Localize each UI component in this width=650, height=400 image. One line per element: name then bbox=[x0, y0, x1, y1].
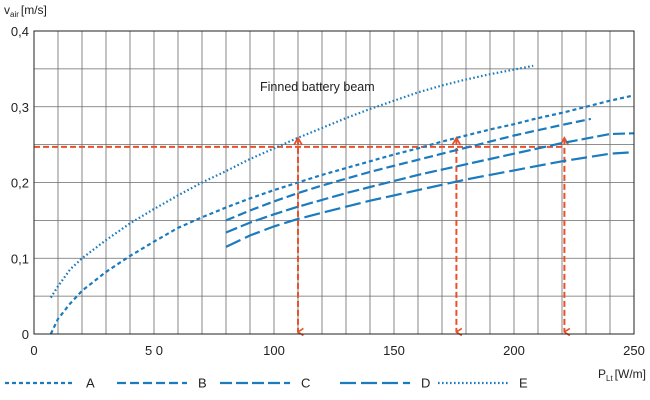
x-axis-label: PLt [W/m] bbox=[598, 367, 646, 383]
x-tick-label: 150 bbox=[383, 343, 405, 358]
series-group bbox=[49, 64, 635, 335]
grid bbox=[34, 31, 634, 334]
y-tick-label: 0,3 bbox=[11, 100, 29, 115]
legend-label-e: E bbox=[519, 376, 528, 391]
x-tick-label: 0 bbox=[30, 343, 37, 358]
y-axis-label-unit: [m/s] bbox=[21, 3, 47, 17]
y-tick-label: 0,1 bbox=[11, 251, 29, 266]
series-line-a bbox=[49, 94, 635, 335]
series-line-b bbox=[225, 117, 592, 222]
legend-label-a: A bbox=[86, 376, 95, 391]
x-tick-label: 100 bbox=[263, 343, 285, 358]
legend-label-b: B bbox=[198, 376, 207, 391]
y-axis-label-sub: air bbox=[10, 10, 19, 19]
y-axis-label: vair [m/s] bbox=[4, 3, 47, 19]
y-tick-label: 0,4 bbox=[11, 24, 29, 39]
reference-lines bbox=[34, 136, 568, 332]
plot-frame bbox=[33, 30, 635, 335]
legend-label-c: C bbox=[301, 376, 310, 391]
reference-arrow-head-up bbox=[451, 136, 462, 146]
y-axis-label-main: v bbox=[4, 3, 10, 17]
x-tick-label: 5 0 bbox=[145, 343, 163, 358]
y-tick-label: 0 bbox=[22, 327, 29, 342]
x-axis-label-sub: Lt bbox=[606, 374, 613, 383]
annotation-finned-battery-beam: Finned battery beam bbox=[260, 80, 375, 94]
series-line-e bbox=[49, 64, 534, 299]
x-axis-label-unit: [W/m] bbox=[615, 367, 646, 381]
y-tick-label: 0,2 bbox=[11, 176, 29, 191]
series-line-c bbox=[225, 132, 635, 234]
reference-arrow-head-up bbox=[293, 136, 303, 146]
x-axis-label-main: P bbox=[598, 367, 606, 381]
legend: A B C D E bbox=[5, 376, 528, 391]
series-line-d bbox=[225, 151, 635, 248]
x-tick-label: 250 bbox=[623, 343, 645, 358]
legend-label-d: D bbox=[421, 376, 430, 391]
x-tick-label: 200 bbox=[503, 343, 525, 358]
